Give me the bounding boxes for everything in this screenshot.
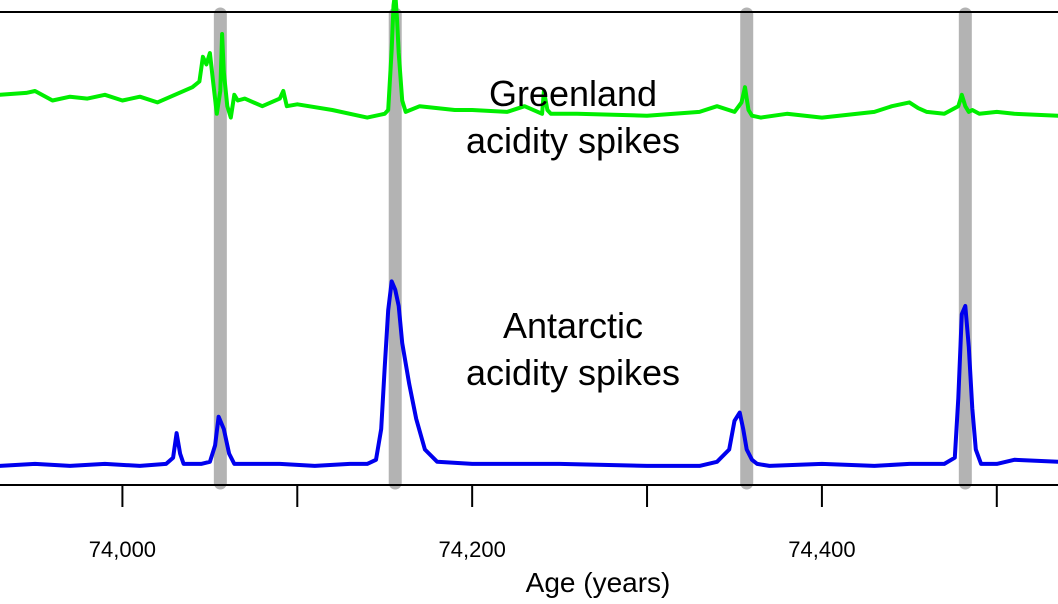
x-ticks: 74,000 74,200 74,400	[89, 485, 998, 562]
plot-frame	[0, 11, 1058, 486]
x-tick-label-74400: 74,400	[788, 537, 855, 562]
greenland-annotation-line2: acidity spikes	[466, 120, 680, 161]
x-tick-label-74200: 74,200	[439, 537, 506, 562]
x-axis-title: Age (years)	[526, 567, 671, 598]
x-tick-label-74000: 74,000	[89, 537, 156, 562]
series-line-antarctic	[0, 279, 1058, 468]
greenland-annotation-line1: Greenland	[489, 73, 657, 114]
series-line-greenland	[0, 0, 1058, 120]
series-layer	[0, 0, 1058, 468]
antarctic-annotation-line2: acidity spikes	[466, 352, 680, 393]
antarctic-annotation-line1: Antarctic	[503, 305, 643, 346]
